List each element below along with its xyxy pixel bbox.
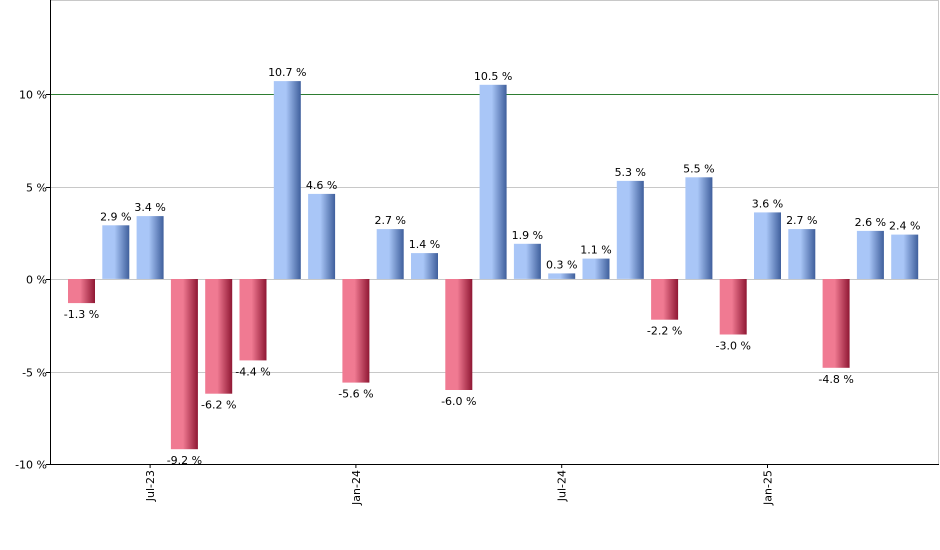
data-label: 2.6 % [855, 216, 886, 229]
bar [376, 229, 404, 280]
data-label: -3.0 % [715, 340, 750, 353]
data-label: -1.3 % [64, 308, 99, 321]
bar [479, 84, 507, 280]
bar [170, 279, 198, 450]
bar [719, 279, 747, 335]
bar [513, 243, 541, 279]
data-label: 0.3 % [546, 258, 577, 271]
bars [68, 81, 919, 450]
data-label: -4.8 % [818, 373, 853, 386]
data-label: 2.9 % [100, 210, 131, 223]
data-label: 2.7 % [374, 214, 405, 227]
data-labels: -1.3 % 2.9 %3.4 % -9.2 % -6.2 % -4.4 % 10.7 %… [64, 66, 921, 467]
data-label: 2.4 % [889, 220, 920, 233]
data-label: -2.2 % [647, 325, 682, 338]
bar [788, 229, 816, 280]
bar [445, 279, 473, 390]
data-label: 10.7 % [268, 66, 306, 79]
bar [616, 180, 644, 279]
data-label: 5.5 % [683, 162, 714, 175]
data-label: 4.6 % [306, 179, 337, 192]
data-label: -6.2 % [201, 399, 236, 412]
y-tick-label: 5 % [26, 182, 47, 195]
data-label: -5.6 % [338, 388, 373, 401]
data-label: 1.9 % [512, 229, 543, 242]
bar [582, 258, 610, 279]
bar [136, 216, 164, 279]
x-tick-label: Jan-25 [762, 470, 775, 506]
bar [68, 279, 95, 304]
data-label: -6.0 % [441, 395, 476, 408]
bar [239, 279, 267, 361]
y-tick-label: 0 % [26, 274, 47, 287]
data-label: 5.3 % [615, 166, 646, 179]
data-label: -9.2 % [167, 454, 202, 467]
data-label: 3.4 % [134, 201, 165, 214]
bar [205, 279, 233, 394]
bar [102, 225, 130, 279]
bar [891, 234, 919, 279]
data-label: 2.7 % [786, 214, 817, 227]
x-tick-label: Jul-23 [144, 470, 157, 502]
data-label: 10.5 % [474, 70, 512, 83]
axes: -10 % -5 % 0 % 5 % 10 % Jul-23 Jan-24 Jul-24 Jan… [15, 0, 939, 506]
y-tick-label: -5 % [22, 367, 47, 380]
bar [856, 230, 884, 279]
bar [685, 177, 713, 280]
data-label: 1.1 % [580, 244, 611, 257]
y-tick-label: 10 % [19, 89, 47, 102]
y-tick-label: -10 % [15, 459, 47, 472]
bar [548, 273, 576, 279]
x-tick-label: Jul-24 [556, 470, 569, 502]
bar [342, 279, 370, 383]
bar [308, 193, 336, 279]
bar [822, 279, 850, 368]
bar [651, 279, 679, 320]
data-label: 1.4 % [409, 238, 440, 251]
data-label: -4.4 % [235, 365, 270, 378]
bar [754, 212, 781, 279]
x-tick-label: Jan-24 [350, 470, 363, 506]
bar [273, 81, 301, 279]
bar [411, 253, 438, 279]
data-label: 3.6 % [752, 197, 783, 210]
